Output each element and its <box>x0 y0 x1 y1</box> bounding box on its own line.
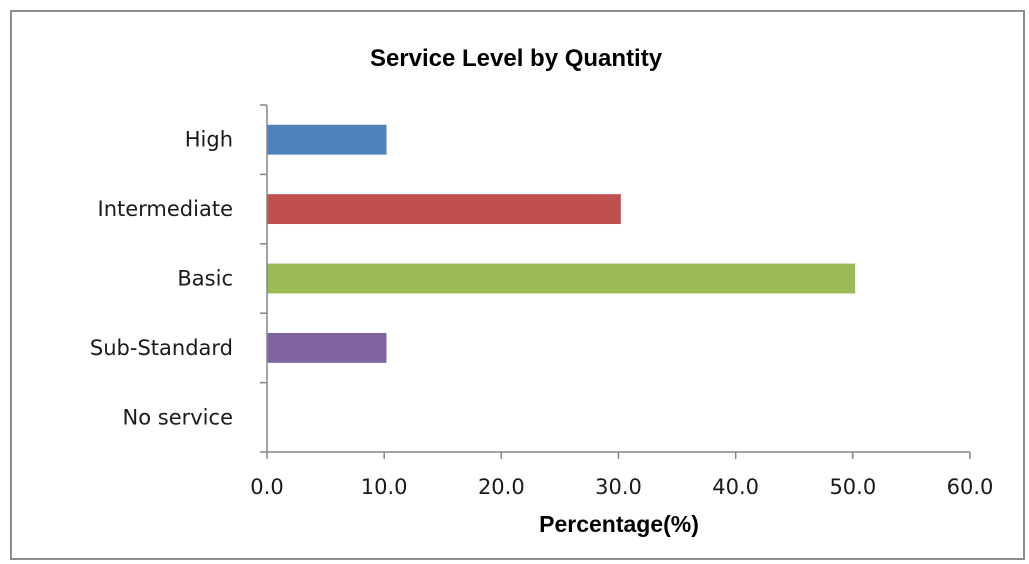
category-label: Basic <box>177 267 233 291</box>
x-tick-label: 10.0 <box>361 475 408 499</box>
x-tick-label: 20.0 <box>478 475 525 499</box>
x-axis-ticks <box>266 452 971 459</box>
y-axis-ticks <box>260 104 267 453</box>
category-label: Sub-Standard <box>90 336 233 360</box>
bar-intermediate <box>267 194 621 225</box>
category-label: Intermediate <box>98 197 234 221</box>
bar-basic <box>267 263 856 294</box>
x-tick-label: 50.0 <box>829 475 876 499</box>
x-tick-labels: 0.0 10.0 20.0 30.0 40.0 50.0 60.0 <box>250 475 993 499</box>
x-tick-label: 60.0 <box>947 475 994 499</box>
category-labels: High Intermediate Basic Sub-Standard No serv… <box>90 128 233 430</box>
x-tick-label: 40.0 <box>712 475 759 499</box>
x-tick-label: 0.0 <box>250 475 283 499</box>
bar-sub-standard <box>267 332 387 363</box>
category-label: No service <box>123 405 233 429</box>
x-tick-label: 30.0 <box>595 475 642 499</box>
category-label: High <box>185 128 233 152</box>
bar-high <box>267 124 387 155</box>
chart-title: Service Level by Quantity <box>370 45 663 72</box>
bars-group <box>267 124 856 363</box>
x-axis-title: Percentage(%) <box>539 511 699 537</box>
